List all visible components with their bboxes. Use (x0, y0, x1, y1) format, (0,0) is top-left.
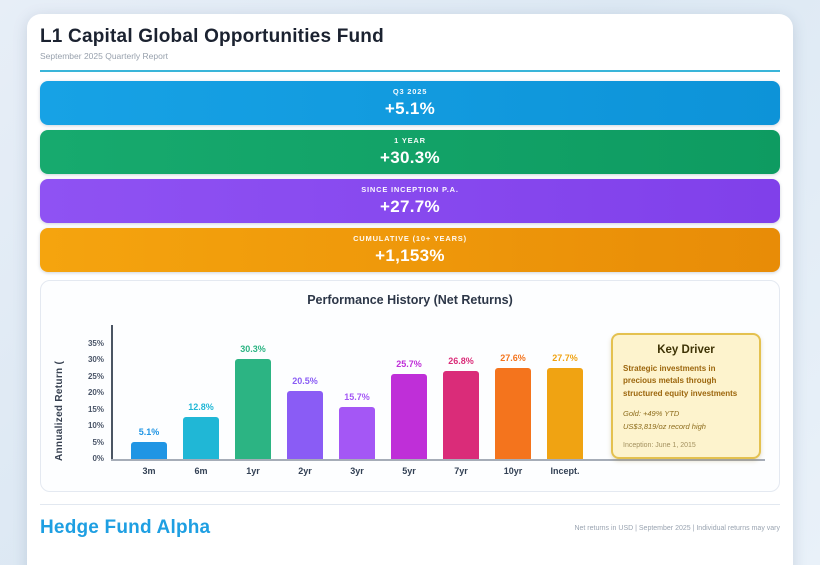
page-header: L1 Capital Global Opportunities Fund Sep… (40, 26, 780, 72)
stat-banner-1-year: 1 YEAR +30.3% (40, 130, 780, 174)
bar-5yr (391, 374, 427, 459)
bar-10yr (495, 367, 531, 459)
stat-banner-value: +27.7% (380, 197, 440, 216)
y-tick-label: 20% (87, 388, 104, 397)
x-tick-label: 2yr (298, 466, 312, 476)
y-tick-label: 30% (87, 355, 104, 364)
stat-banner-label: 1 YEAR (394, 136, 426, 145)
stat-banner-value: +5.1% (384, 99, 436, 118)
performance-chart: Performance History (Net Returns) Annual… (40, 280, 780, 492)
y-tick-label: 35% (87, 338, 104, 348)
x-tick-label: 7yr (454, 466, 468, 476)
report-card: L1 Capital Global Opportunities Fund Sep… (27, 14, 793, 565)
bar-value-label: 27.6% (500, 352, 526, 363)
bar-value-label: 25.7% (396, 359, 422, 370)
bar-group: 12.8% 6m (175, 402, 227, 476)
stat-banner-label: Q3 2025 (392, 87, 428, 96)
brand-name: Hedge Fund Alpha (40, 517, 211, 538)
y-tick-label: 10% (87, 421, 104, 430)
key-driver-footnote: Inception: June 1, 2015 (623, 441, 696, 449)
x-tick-label: Incept. (550, 466, 580, 476)
footer-disclaimer: Net returns in USD | September 2025 | In… (574, 524, 780, 532)
bar-value-label: 30.3% (240, 344, 266, 355)
bar-group: 5.1% 3m (123, 427, 175, 476)
key-driver-title: Key Driver (657, 344, 715, 356)
y-tick-label: 0% (92, 454, 104, 463)
bar-1yr (235, 359, 271, 459)
x-tick-label: 3m (142, 466, 156, 476)
plot-area: Annualized Return ( 35% 30% 25% 20% 15% 10% 5%… (54, 325, 765, 476)
x-tick-label: 6m (194, 466, 208, 476)
bar-group: 27.6% 10yr (487, 353, 539, 476)
bars: 5.1% 3m 12.8% 6m 30.3% 1yr 20.5% 2yr 15.7% 3yr 25.… (113, 333, 765, 476)
y-tick-label: 5% (92, 437, 104, 447)
bar-3m (131, 442, 167, 459)
bar-3yr (339, 407, 375, 459)
bar-group: 27.7% Incept. (539, 353, 591, 476)
page-title: L1 Capital Global Opportunities Fund (40, 26, 384, 47)
x-tick-label: 10yr (503, 466, 523, 476)
bar-value-label: 5.1% (138, 427, 160, 438)
x-tick-label: 3yr (350, 466, 364, 476)
key-driver-stat-gold: Gold: +49% YTD (623, 409, 680, 419)
bar-group: 25.7% 5yr (383, 359, 435, 476)
bar-6m (183, 416, 219, 459)
y-tick-label: 15% (87, 404, 104, 414)
chart-title: Performance History (Net Returns) (307, 293, 513, 307)
bar-value-label: 27.7% (552, 352, 578, 363)
bar-group: 20.5% 2yr (279, 376, 331, 476)
stat-banner-since-inception: SINCE INCEPTION P.A. +27.7% (40, 179, 780, 223)
y-axis-label: Annualized Return ( (54, 360, 65, 461)
y-tick-label: 25% (87, 371, 104, 381)
key-driver-stat-record: US$3,819/oz record high (623, 421, 706, 431)
y-axis-line (111, 325, 113, 459)
page-footer: Hedge Fund Alpha Net returns in USD | Se… (40, 504, 780, 539)
stat-banner-value: +30.3% (380, 148, 440, 167)
bar-group: 26.8% 7yr (435, 356, 487, 476)
stat-banner-q3-2025: Q3 2025 +5.1% (40, 81, 780, 125)
stat-banner-label: SINCE INCEPTION P.A. (361, 185, 459, 194)
stat-banners: Q3 2025 +5.1% 1 YEAR +30.3% SINCE INCEPT… (40, 81, 780, 272)
bar-value-label: 26.8% (448, 355, 474, 366)
x-tick-label: 5yr (402, 466, 416, 476)
stat-banner-label: CUMULATIVE (10+ YEARS) (353, 234, 467, 243)
x-tick-label: 1yr (246, 466, 260, 476)
bar-group: 15.7% 3yr (331, 392, 383, 476)
key-driver-body: Strategic investments in precious metals… (623, 364, 738, 398)
bar-Incept. (547, 367, 583, 459)
bar-value-label: 12.8% (188, 401, 214, 412)
bar-7yr (443, 370, 479, 459)
bar-value-label: 15.7% (344, 392, 370, 403)
bar-2yr (287, 391, 323, 459)
page-subtitle: September 2025 Quarterly Report (40, 51, 169, 61)
header-divider (40, 70, 780, 72)
stat-banner-value: +1,153% (375, 246, 445, 265)
stat-banner-cumulative: CUMULATIVE (10+ YEARS) +1,153% (40, 228, 780, 272)
bar-value-label: 20.5% (292, 376, 318, 387)
key-driver-callout: Key Driver Strategic investments in prec… (611, 333, 761, 459)
bar-group: 30.3% 1yr (227, 344, 279, 476)
